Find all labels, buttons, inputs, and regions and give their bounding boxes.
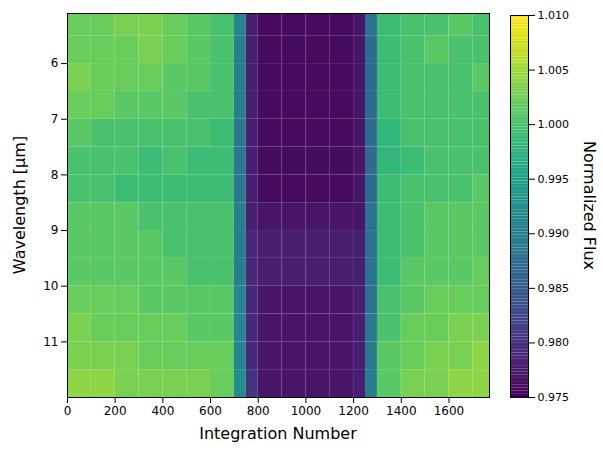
svg-text:1.010: 1.010 (538, 9, 570, 22)
svg-text:0.975: 0.975 (538, 391, 570, 404)
svg-text:10: 10 (43, 279, 58, 293)
html-text:Integration Number: Integration Number (199, 424, 357, 443)
svg-text:400: 400 (151, 404, 174, 418)
svg-text:1000: 1000 (291, 404, 322, 418)
svg-text:0: 0 (64, 404, 72, 418)
svg-text:1400: 1400 (386, 404, 417, 418)
svg-text:7: 7 (51, 112, 59, 126)
svg-text:1200: 1200 (338, 404, 369, 418)
svg-text:1.000: 1.000 (538, 118, 570, 131)
svg-text:0.985: 0.985 (538, 282, 570, 295)
svg-text:0.980: 0.980 (538, 336, 570, 349)
svg-text:0.995: 0.995 (538, 173, 570, 186)
svg-text:1600: 1600 (434, 404, 465, 418)
html-text:Wavelength [µm]: Wavelength [µm] (10, 135, 29, 275)
svg-text:600: 600 (199, 404, 222, 418)
svg-text:200: 200 (104, 404, 127, 418)
svg-text:8: 8 (51, 168, 59, 182)
svg-text:6: 6 (51, 56, 59, 70)
html-text:Normalized Flux: Normalized Flux (580, 141, 599, 271)
svg-text:800: 800 (247, 404, 270, 418)
svg-text:0.990: 0.990 (538, 227, 570, 240)
svg-text:1.005: 1.005 (538, 64, 570, 77)
svg-text:11: 11 (43, 335, 58, 349)
svg-text:9: 9 (51, 223, 59, 237)
